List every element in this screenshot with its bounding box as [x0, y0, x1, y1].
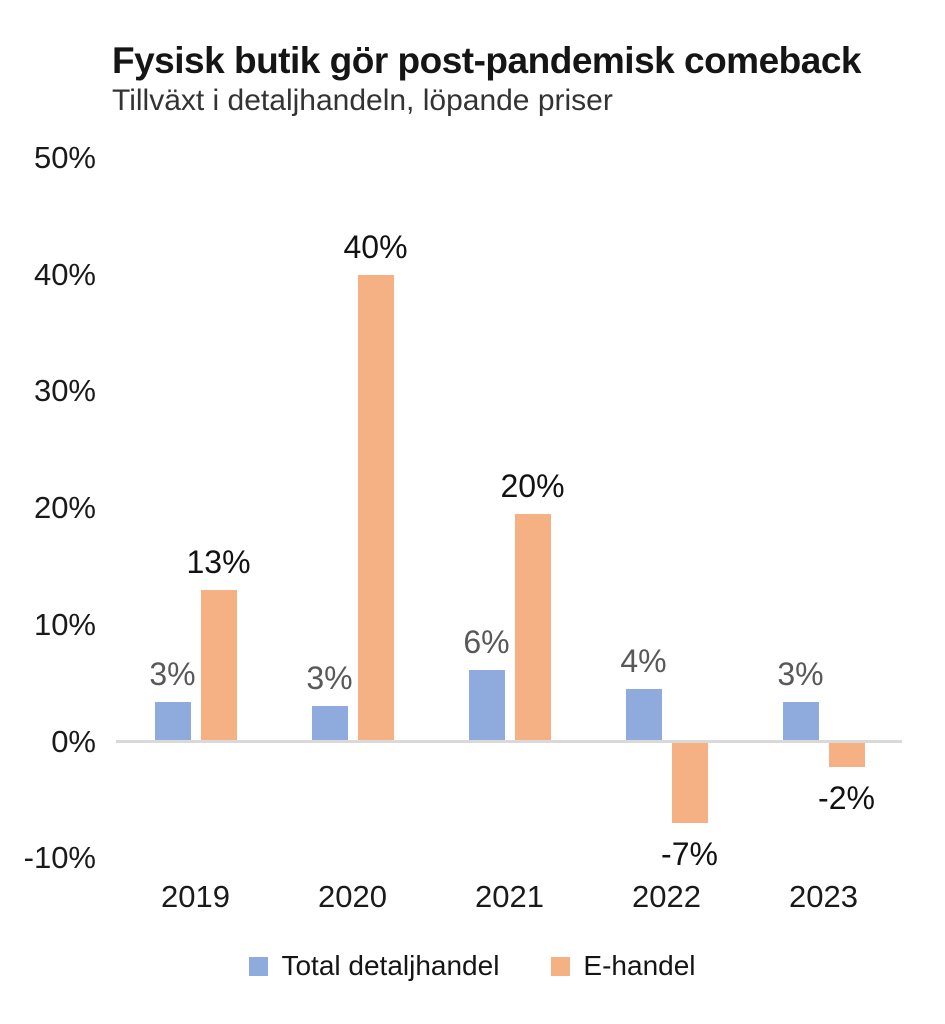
x-axis-label-2022: 2022: [632, 879, 701, 914]
bar-e-handel-2022: [671, 741, 708, 824]
value-label-total-detaljhandel-2022: 4%: [620, 642, 667, 679]
legend-label-total-detaljhandel: Total detaljhandel: [281, 950, 500, 981]
y-axis-tick-label: 10%: [33, 606, 96, 642]
value-label-total-detaljhandel-2019: 3%: [149, 655, 196, 692]
bar-total-detaljhandel-2023: [782, 701, 819, 742]
bar-e-handel-2020: [357, 274, 394, 742]
x-axis-label-2021: 2021: [475, 879, 544, 914]
value-label-e-handel-2019: 13%: [186, 543, 251, 580]
x-axis-label-2023: 2023: [789, 879, 858, 914]
legend-item-e-handel: E-handel: [551, 950, 696, 982]
y-axis-tick-label: 30%: [33, 373, 96, 409]
y-axis-tick-label: 0%: [51, 723, 96, 759]
value-label-e-handel-2021: 20%: [500, 467, 565, 504]
chart-title: Fysisk butik gör post-pandemisk comeback: [112, 40, 862, 81]
x-axis-label-2020: 2020: [318, 879, 387, 914]
bar-e-handel-2019: [200, 589, 237, 742]
value-label-total-detaljhandel-2021: 6%: [463, 624, 510, 661]
bar-e-handel-2023: [828, 741, 865, 768]
value-label-total-detaljhandel-2020: 3%: [306, 660, 353, 697]
y-axis-tick-label: 50%: [33, 140, 96, 175]
bar-total-detaljhandel-2021: [468, 670, 505, 742]
legend-swatch-e-handel: [551, 956, 571, 976]
legend-item-total-detaljhandel: Total detaljhandel: [249, 950, 499, 982]
legend: Total detaljhandel E-handel: [0, 950, 945, 982]
y-axis-tick-label: 20%: [33, 490, 96, 526]
bar-total-detaljhandel-2019: [154, 701, 191, 742]
value-label-e-handel-2020: 40%: [343, 228, 408, 265]
zero-axis-line: [116, 740, 902, 743]
chart-subtitle: Tillväxt i detaljhandeln, löpande priser: [112, 84, 613, 117]
value-label-e-handel-2023: -2%: [818, 780, 875, 817]
legend-swatch-total-detaljhandel: [249, 956, 269, 976]
bar-e-handel-2021: [514, 513, 551, 742]
y-axis-tick-label: -10%: [23, 840, 96, 876]
value-label-total-detaljhandel-2023: 3%: [777, 655, 824, 692]
legend-label-e-handel: E-handel: [583, 950, 696, 981]
bar-total-detaljhandel-2022: [625, 688, 662, 742]
value-label-e-handel-2022: -7%: [661, 836, 718, 873]
x-axis-label-2019: 2019: [161, 879, 230, 914]
bar-total-detaljhandel-2020: [311, 706, 348, 742]
y-axis-tick-label: 40%: [33, 256, 96, 292]
